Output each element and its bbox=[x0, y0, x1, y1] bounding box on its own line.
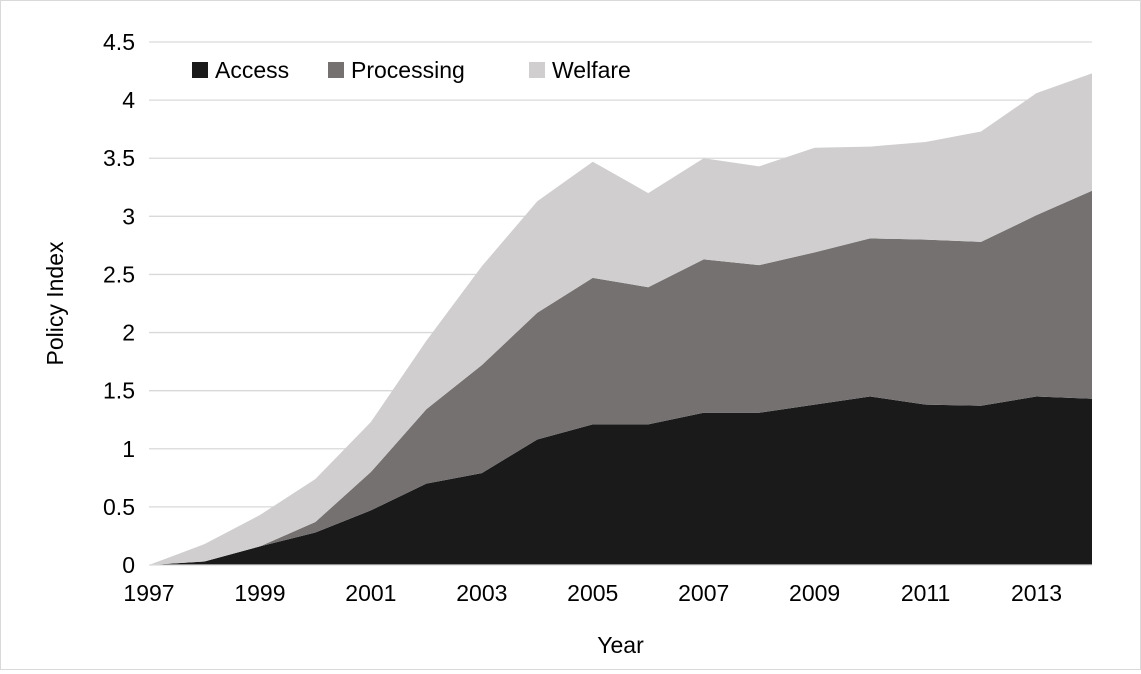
area-series bbox=[149, 73, 1092, 565]
y-tick-label: 4 bbox=[122, 87, 135, 113]
y-tick-label: 1 bbox=[122, 436, 135, 462]
x-axis-title: Year bbox=[597, 632, 644, 658]
x-tick-label: 2007 bbox=[678, 580, 729, 606]
legend-label-access: Access bbox=[215, 57, 289, 83]
x-tick-label: 2009 bbox=[789, 580, 840, 606]
y-tick-label: 0.5 bbox=[103, 494, 135, 520]
x-tick-label: 1997 bbox=[123, 580, 174, 606]
y-tick-label: 3 bbox=[122, 203, 135, 229]
legend-swatch-welfare bbox=[529, 62, 545, 78]
x-tick-label: 2001 bbox=[345, 580, 396, 606]
tick-labels: 0 0.5 1 1.5 2 2.5 3 3.5 4 4.5 1997 1999 2001 2003 2005… bbox=[103, 29, 1062, 606]
y-tick-label: 3.5 bbox=[103, 145, 135, 171]
area-processing bbox=[149, 190, 1092, 565]
x-tick-label: 2011 bbox=[901, 580, 950, 606]
legend-swatch-processing bbox=[328, 62, 344, 78]
x-tick-label: 1999 bbox=[234, 580, 285, 606]
y-tick-label: 1.5 bbox=[103, 378, 135, 404]
legend-label-welfare: Welfare bbox=[552, 57, 631, 83]
y-tick-label: 0 bbox=[122, 552, 135, 578]
area-access bbox=[149, 396, 1092, 565]
y-tick-label: 2 bbox=[122, 320, 135, 346]
x-tick-label: 2013 bbox=[1011, 580, 1062, 606]
area-welfare bbox=[149, 73, 1092, 565]
x-tick-label: 2003 bbox=[456, 580, 507, 606]
y-tick-label: 4.5 bbox=[103, 29, 135, 55]
legend: Access Processing Welfare bbox=[192, 57, 631, 83]
y-tick-label: 2.5 bbox=[103, 261, 135, 287]
legend-label-processing: Processing bbox=[351, 57, 465, 83]
y-axis-title: Policy Index bbox=[42, 241, 68, 366]
legend-swatch-access bbox=[192, 62, 208, 78]
x-tick-label: 2005 bbox=[567, 580, 618, 606]
